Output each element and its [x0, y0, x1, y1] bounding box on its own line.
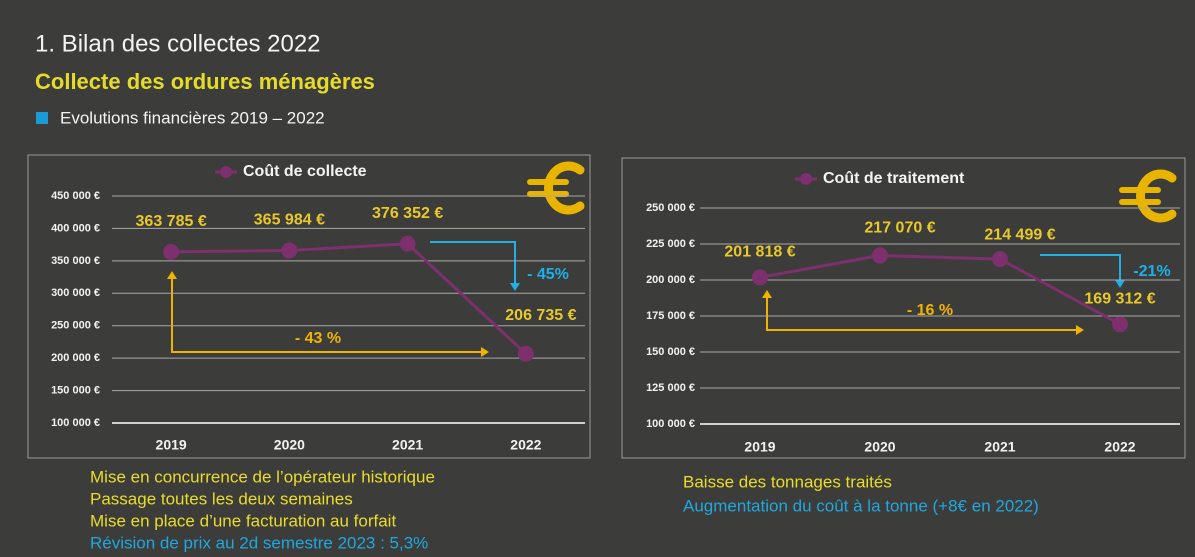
series-line: [171, 242, 527, 355]
y-tick-label: 150 000 €: [646, 346, 695, 358]
arrowhead: [1076, 325, 1084, 335]
x-tick-label: 2019: [156, 437, 187, 453]
legend-label: Coût de traitement: [823, 170, 965, 187]
note: Mise en place d’une facturation au forfa…: [90, 511, 396, 530]
point: [281, 242, 298, 259]
x-tick-label: 2020: [274, 437, 305, 453]
point: [163, 243, 180, 260]
euro-icon: [527, 161, 1177, 223]
annotation: - 16 %: [907, 302, 953, 319]
note: Mise en concurrence de l’opérateur histo…: [90, 467, 435, 486]
y-tick-label: 125 000 €: [646, 382, 695, 394]
value-label: 363 785 €: [136, 213, 207, 230]
legend-marker: [220, 166, 232, 178]
y-tick-label: 250 000 €: [646, 202, 695, 214]
y-tick-label: 250 000 €: [51, 320, 100, 332]
arrow: [766, 296, 1077, 331]
note: Augmentation du coût à la tonne (+8€ en …: [683, 496, 1039, 515]
value-label: 365 984 €: [254, 212, 325, 229]
y-tick-label: 400 000 €: [51, 222, 100, 234]
chart-frame: [27, 154, 591, 459]
annotation: -21%: [1133, 263, 1170, 280]
value-label: 201 818 €: [724, 244, 795, 261]
arrowhead: [510, 283, 520, 291]
note: Baisse des tonnages traités: [683, 472, 892, 491]
value-label: 217 070 €: [864, 220, 935, 237]
arrow: [430, 241, 516, 284]
y-tick-label: 200 000 €: [646, 274, 695, 286]
series-line: [759, 253, 1121, 326]
bullet: [36, 112, 48, 124]
value-label: 214 499 €: [984, 226, 1055, 243]
y-tick-label: 225 000 €: [646, 238, 695, 250]
value-label: 376 352 €: [372, 205, 443, 222]
value-label: 169 312 €: [1084, 290, 1155, 307]
slide-title: 1. Bilan des collectes 2022: [35, 30, 321, 57]
x-tick-label: 2022: [1104, 439, 1135, 455]
x-tick-label: 2021: [392, 437, 423, 453]
note: Révision de prix au 2d semestre 2023 : 5…: [90, 533, 428, 552]
arrowhead: [1115, 280, 1125, 288]
x-tick-label: 2019: [744, 439, 775, 455]
y-tick-label: 100 000 €: [51, 417, 100, 429]
value-label: 206 735 €: [505, 307, 576, 324]
chart-frame: [621, 157, 1186, 459]
x-tick-label: 2021: [984, 439, 1015, 455]
euro-arc: [544, 161, 585, 215]
arrow: [171, 277, 482, 353]
section-label: Evolutions financières 2019 – 2022: [60, 108, 325, 127]
point: [872, 247, 888, 264]
point: [1112, 316, 1128, 333]
y-tick-label: 150 000 €: [51, 384, 100, 396]
arrows: [167, 241, 1125, 357]
y-tick-label: 200 000 €: [51, 352, 100, 364]
annotation: - 45%: [527, 266, 569, 283]
y-tick-label: 100 000 €: [646, 418, 695, 430]
x-tick-label: 2022: [510, 437, 541, 453]
point: [399, 235, 416, 252]
legend-marker: [800, 173, 812, 185]
point: [517, 345, 534, 362]
y-tick-label: 450 000 €: [51, 190, 100, 202]
slide-subtitle: Collecte des ordures ménagères: [35, 69, 375, 94]
legend-label: Coût de collecte: [243, 163, 367, 180]
arrowhead: [167, 271, 177, 279]
arrowhead: [762, 290, 772, 298]
arrow: [1040, 254, 1121, 281]
x-tick-label: 2020: [864, 439, 895, 455]
y-tick-label: 300 000 €: [51, 287, 100, 299]
y-tick-label: 175 000 €: [646, 310, 695, 322]
point: [992, 251, 1008, 268]
annotation: - 43 %: [295, 330, 341, 347]
arrowhead: [481, 347, 489, 357]
note: Passage toutes les deux semaines: [90, 489, 353, 508]
point: [752, 269, 768, 286]
euro-arc: [1136, 169, 1177, 223]
y-tick-label: 350 000 €: [51, 255, 100, 267]
